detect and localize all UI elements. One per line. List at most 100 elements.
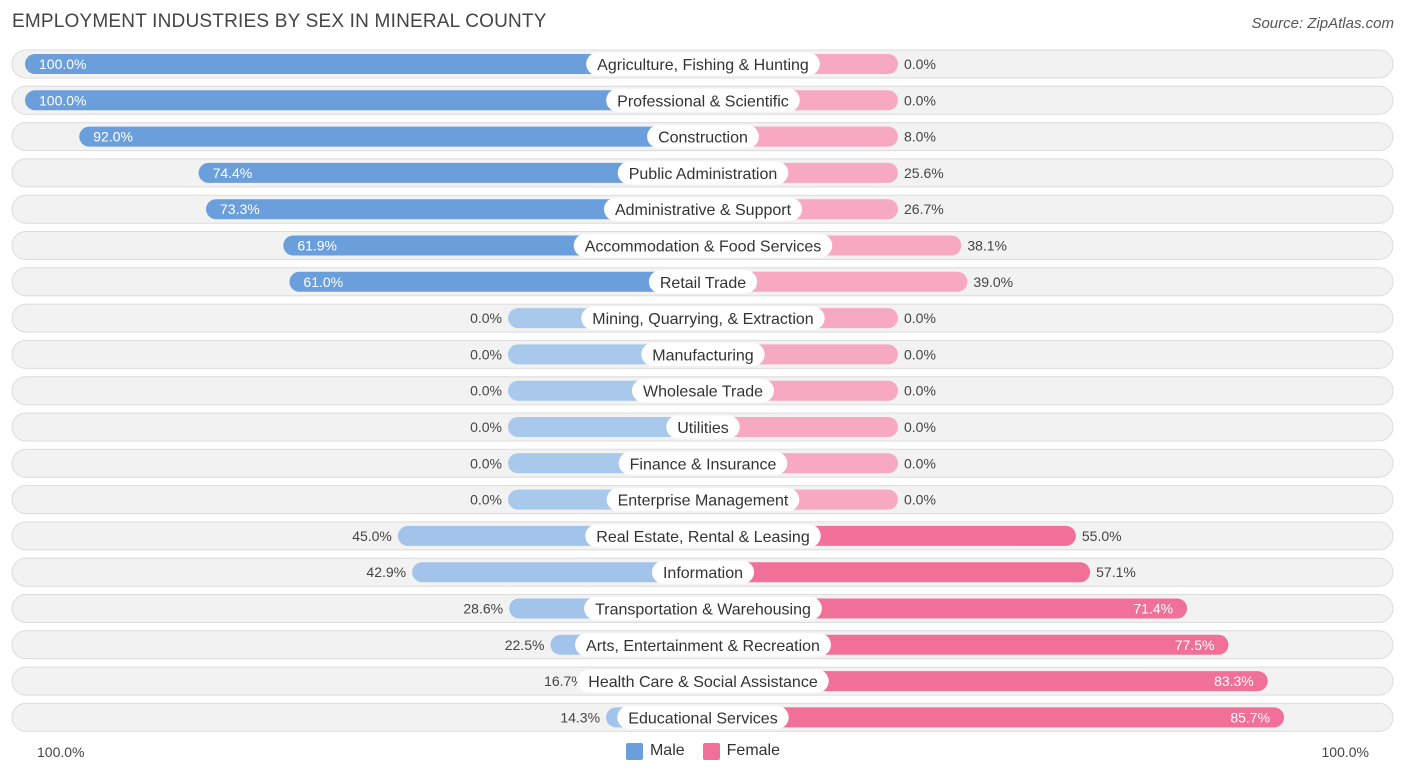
value-label-male: 100.0% <box>39 92 86 108</box>
chart-canvas: 100.0% 0.0% Agriculture, Fishing & Hunting… <box>11 49 1394 732</box>
category-label: Utilities <box>677 420 729 437</box>
value-label-male: 92.0% <box>93 129 133 145</box>
bar-female <box>703 634 1229 655</box>
value-label-female: 39.0% <box>973 274 1013 290</box>
value-label-female: 8.0% <box>904 129 936 145</box>
value-label-female: 0.0% <box>904 419 936 435</box>
bar-female <box>703 598 1188 619</box>
bar-male <box>289 271 703 292</box>
category-label: Finance & Insurance <box>630 456 777 473</box>
bar-male <box>25 90 703 111</box>
value-label-male: 28.6% <box>463 601 503 617</box>
value-label-male: 0.0% <box>470 419 502 435</box>
value-label-female: 0.0% <box>904 383 936 399</box>
value-label-female: 55.0% <box>1082 528 1122 544</box>
category-label-pill <box>575 633 831 657</box>
value-label-male: 61.0% <box>303 274 343 290</box>
value-label-male: 0.0% <box>470 492 502 508</box>
category-label-pill <box>617 705 789 729</box>
value-label-male: 0.0% <box>470 310 502 326</box>
value-label-female: 0.0% <box>904 56 936 72</box>
bar-female <box>703 562 1091 583</box>
value-label-female: 26.7% <box>904 201 944 217</box>
bar-male <box>508 417 703 437</box>
value-label-male: 0.0% <box>470 455 502 471</box>
bar-male <box>412 562 703 583</box>
value-label-female: 83.3% <box>1214 673 1254 689</box>
value-label-male: 16.7% <box>544 673 584 689</box>
category-label-pill <box>618 451 788 475</box>
category-label: Construction <box>658 130 748 147</box>
legend-swatch-female <box>702 742 720 760</box>
category-label: Agriculture, Fishing & Hunting <box>597 57 809 74</box>
value-label-female: 0.0% <box>904 492 936 508</box>
category-label: Enterprise Management <box>618 493 789 510</box>
category-label-pill <box>577 669 829 693</box>
category-label-pill <box>648 270 758 294</box>
value-label-male: 45.0% <box>352 528 392 544</box>
category-label: Educational Services <box>628 710 777 727</box>
chart-title: EMPLOYMENT INDUSTRIES BY SEX IN MINERAL … <box>12 11 547 32</box>
category-label-pill <box>581 306 825 330</box>
category-label: Retail Trade <box>660 275 746 292</box>
bar-female <box>703 707 1285 728</box>
bar-male <box>79 126 704 147</box>
bar-female <box>703 671 1268 692</box>
value-label-male: 0.0% <box>470 383 502 399</box>
category-label: Administrative & Support <box>615 202 792 219</box>
value-label-male: 74.4% <box>213 165 253 181</box>
bar-male <box>198 162 703 183</box>
category-label: Transportation & Warehousing <box>595 602 811 619</box>
value-label-female: 0.0% <box>904 310 936 326</box>
category-label: Manufacturing <box>652 347 753 364</box>
category-label-pill <box>651 560 755 584</box>
category-label: Public Administration <box>629 166 778 183</box>
value-label-female: 38.1% <box>967 238 1007 254</box>
value-label-male: 61.9% <box>297 238 337 254</box>
value-label-male: 0.0% <box>470 346 502 362</box>
bar-female <box>703 271 968 292</box>
value-label-male: 73.3% <box>220 201 260 217</box>
category-label-pill <box>606 488 800 512</box>
value-label-female: 85.7% <box>1230 709 1270 725</box>
category-label-pill <box>603 197 803 221</box>
source-credit: Source: ZipAtlas.com <box>1251 15 1394 32</box>
category-label: Health Care & Social Assistance <box>588 674 818 691</box>
legend-item-female: Female <box>702 742 781 760</box>
legend-swatch-male <box>625 742 643 760</box>
bar-male <box>206 199 703 220</box>
bar-female <box>703 417 898 437</box>
value-label-female: 25.6% <box>904 165 944 181</box>
category-label: Real Estate, Rental & Leasing <box>596 529 809 546</box>
category-label-pill <box>647 125 759 149</box>
value-label-female: 77.5% <box>1175 637 1215 653</box>
category-label: Arts, Entertainment & Recreation <box>586 638 820 655</box>
bar-male <box>25 54 703 74</box>
value-label-male: 42.9% <box>366 564 406 580</box>
category-label-pill <box>573 234 833 257</box>
value-label-male: 100.0% <box>39 56 86 72</box>
legend-item-male: Male <box>625 742 685 760</box>
value-label-female: 0.0% <box>904 346 936 362</box>
legend-label-male: Male <box>649 742 685 759</box>
category-label: Professional & Scientific <box>617 93 789 110</box>
category-label-pill <box>631 379 775 403</box>
legend-label-female: Female <box>726 742 781 759</box>
value-label-female: 57.1% <box>1096 564 1136 580</box>
value-label-male: 14.3% <box>560 709 600 725</box>
category-label: Wholesale Trade <box>643 384 763 401</box>
category-label-pill <box>584 597 822 620</box>
axis-right-label: 100.0% <box>1321 744 1369 760</box>
category-label-pill <box>606 88 800 112</box>
category-label-pill <box>586 52 820 76</box>
value-label-female: 0.0% <box>904 92 936 108</box>
category-label-pill <box>617 161 789 185</box>
category-label-pill <box>585 524 821 548</box>
category-label: Mining, Quarrying, & Extraction <box>592 311 813 328</box>
legend: Male Female <box>0 742 1406 760</box>
value-label-female: 71.4% <box>1133 601 1173 617</box>
axis-left-label: 100.0% <box>37 744 85 760</box>
category-label: Accommodation & Food Services <box>585 239 822 256</box>
category-label: Information <box>663 565 743 582</box>
value-label-female: 0.0% <box>904 455 936 471</box>
